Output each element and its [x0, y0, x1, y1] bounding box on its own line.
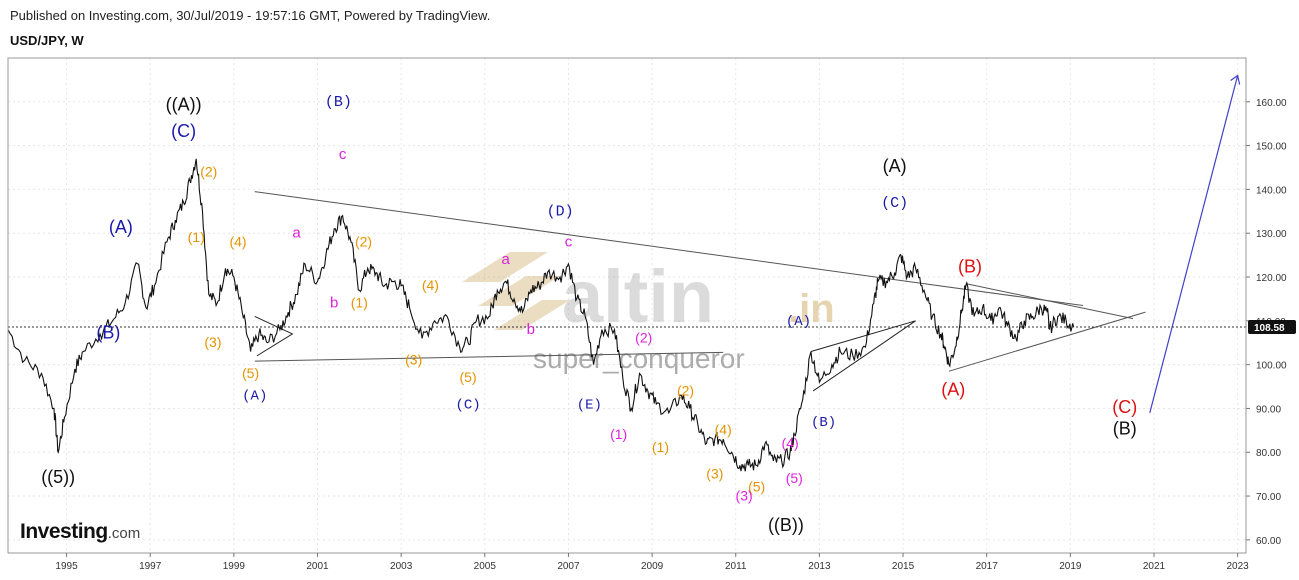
wave-label: (A): [941, 379, 965, 399]
wave-label: (3): [736, 487, 753, 503]
wave-label: (1): [351, 295, 368, 311]
wave-label: (3): [204, 334, 221, 350]
x-tick-label: 2011: [725, 561, 747, 572]
wave-label: (D): [547, 204, 574, 221]
wave-label: (4): [715, 422, 732, 438]
watermark-mark-icon: [462, 252, 570, 330]
x-tick-label: 2023: [1227, 561, 1250, 572]
x-tick-label: 2009: [641, 561, 664, 572]
wave-label: (C): [171, 121, 196, 141]
price-series: [7, 158, 1075, 472]
wave-label: a: [502, 251, 511, 268]
y-tick-label: 60.00: [1256, 536, 1281, 547]
wave-label: (B): [958, 257, 982, 277]
wave-label: (4): [422, 277, 439, 293]
wave-label: (2): [635, 330, 652, 346]
wave-label: (B): [811, 415, 836, 431]
wave-label: (5): [460, 369, 477, 385]
wave-label: (1): [188, 229, 205, 245]
wave-label: (3): [405, 352, 422, 368]
investing-logo: Investing.com: [20, 520, 140, 544]
last-price-badge: 108.58: [1248, 320, 1296, 335]
plot-frame: [7, 57, 1247, 554]
wave-label: (C): [455, 397, 480, 413]
logo-domain: .com: [107, 525, 141, 542]
x-tick-label: 2021: [1143, 561, 1166, 572]
y-tick-label: 130.00: [1256, 229, 1287, 240]
y-tick-label: 120.00: [1256, 273, 1287, 284]
watermark-main: altin: [562, 255, 714, 338]
triangle-pattern: [254, 315, 294, 357]
triangle-pattern: [810, 320, 916, 392]
trendline: [965, 283, 1134, 320]
x-tick-label: 1997: [139, 561, 162, 572]
wave-label: (5): [786, 470, 803, 486]
wave-label: b: [527, 321, 535, 338]
y-tick-label: 160.00: [1256, 98, 1287, 109]
wave-label: (A): [786, 314, 811, 330]
grid-lines: [8, 58, 1246, 553]
wave-label: (B): [96, 322, 120, 342]
axes: 60.0070.0080.0090.00100.00110.00120.0013…: [7, 57, 1287, 572]
y-tick-label: 150.00: [1256, 142, 1287, 153]
price-line: [7, 158, 1075, 472]
wave-label: a: [292, 225, 301, 242]
publish-info: Published on Investing.com, 30/Jul/2019 …: [10, 8, 491, 23]
watermark: altin .in super_conqueror: [462, 252, 835, 374]
watermark-sub: super_conqueror: [533, 343, 745, 374]
arrow-head-icon: [1230, 74, 1241, 85]
x-tick-label: 2005: [474, 561, 497, 572]
trendline: [254, 191, 1083, 306]
x-tick-label: 1999: [223, 561, 246, 572]
wave-label: (C): [881, 195, 908, 212]
wave-label: ((B)): [768, 515, 804, 535]
wave-label: (A): [883, 156, 907, 176]
x-tick-label: 2003: [390, 561, 413, 572]
wave-label: (2): [200, 163, 217, 179]
wave-label: (B): [325, 94, 352, 111]
trendlines: [254, 191, 1146, 392]
projection-arrow: [1149, 74, 1241, 413]
y-tick-label: 70.00: [1256, 492, 1281, 503]
wave-label: ((A)): [166, 95, 202, 115]
wave-label: (5): [748, 479, 765, 495]
wave-label: (5): [242, 365, 259, 381]
watermark-tld: .in: [788, 287, 835, 331]
x-tick-label: 2013: [808, 561, 831, 572]
wave-label: c: [339, 146, 347, 163]
x-tick-label: 2001: [306, 561, 329, 572]
wave-label: (1): [610, 426, 627, 442]
wave-label: (B): [1113, 419, 1137, 439]
wave-labels: ((A))(C)(A)(B)((5))(2)(1) (4)(3)(5)(A)ab(…: [41, 94, 1137, 535]
last-price-label: 108.58: [1254, 323, 1285, 334]
projection-line: [1149, 75, 1239, 413]
wave-label: (2): [355, 233, 372, 249]
trendline: [254, 351, 724, 362]
wave-label: (3): [706, 466, 723, 482]
y-tick-label: 80.00: [1256, 448, 1281, 459]
wave-label: (A): [109, 217, 133, 237]
wave-label: (2): [677, 382, 694, 398]
wave-label: (4): [229, 233, 246, 249]
x-tick-label: 2015: [892, 561, 915, 572]
wave-label: b: [330, 295, 338, 312]
wave-label: (E): [577, 397, 602, 413]
wave-label: ((5)): [41, 467, 75, 487]
x-tick-label: 2019: [1059, 561, 1082, 572]
x-tick-label: 2017: [976, 561, 999, 572]
y-tick-label: 140.00: [1256, 185, 1287, 196]
trendline: [948, 311, 1146, 372]
y-tick-label: 90.00: [1256, 404, 1281, 415]
logo-brand: Investing: [20, 520, 108, 543]
wave-label: (C): [1112, 397, 1137, 417]
x-tick-label: 1995: [55, 561, 78, 572]
x-tick-label: 2007: [557, 561, 580, 572]
y-tick-label: 100.00: [1256, 361, 1287, 372]
wave-label: c: [565, 233, 573, 250]
wave-label: (A): [242, 389, 267, 405]
symbol-title: USD/JPY, W: [10, 33, 84, 48]
wave-label: (1): [652, 439, 669, 455]
wave-label: (4): [782, 435, 799, 451]
